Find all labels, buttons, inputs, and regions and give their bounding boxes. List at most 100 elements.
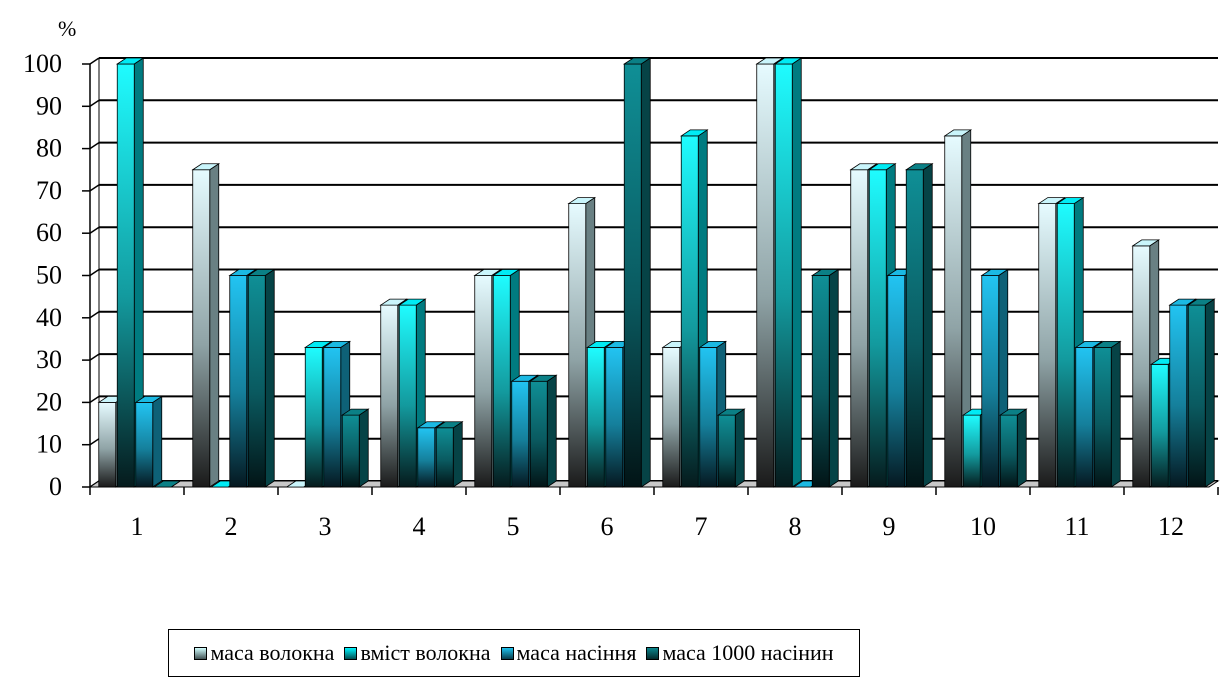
- y-tick-label: 60: [36, 218, 62, 247]
- bar-front: [1056, 203, 1075, 488]
- bar-front: [341, 414, 360, 488]
- bar-side: [1204, 298, 1215, 488]
- bar-top: [416, 421, 446, 429]
- legend-item: маса волокна: [194, 640, 334, 666]
- legend-swatch: [194, 646, 208, 660]
- x-tick-label: 6: [601, 512, 614, 541]
- bar: [191, 163, 221, 488]
- bar-top: [1186, 298, 1216, 306]
- bar-top: [998, 408, 1028, 416]
- bar-top: [1055, 197, 1085, 204]
- legend-item: маса 1000 насінин: [646, 640, 834, 666]
- grid-depth-line: [89, 99, 100, 107]
- x-tick-label: 3: [319, 512, 332, 541]
- grid-depth-line: [89, 184, 100, 192]
- bar-top: [491, 269, 521, 276]
- bar-front: [699, 347, 718, 488]
- legend-label: маса 1000 насінин: [662, 640, 834, 665]
- bar-top: [510, 374, 540, 382]
- legend-item: маса насіння: [500, 640, 637, 666]
- x-tick-label: 2: [225, 512, 238, 541]
- x-tick-label: 11: [1064, 512, 1089, 541]
- bar-top: [980, 269, 1010, 276]
- legend-swatch: [500, 646, 514, 660]
- y-tick-label: 10: [36, 430, 62, 459]
- bar-top: [379, 298, 409, 306]
- bar-top: [1037, 197, 1067, 204]
- y-tick-label: 30: [36, 345, 62, 374]
- y-tick-label: 100: [23, 49, 62, 78]
- y-tick-label: 40: [36, 303, 62, 332]
- bar-front: [1075, 347, 1094, 488]
- bar: [622, 57, 652, 488]
- bar-front: [605, 347, 624, 488]
- y-tick-label: 50: [36, 261, 62, 290]
- grid-depth-line: [89, 226, 100, 234]
- grid-depth-line: [89, 141, 100, 150]
- bar-side: [1110, 340, 1121, 488]
- legend-label: маса волокна: [210, 640, 335, 665]
- bar-front: [398, 304, 417, 488]
- bar-side: [828, 268, 839, 488]
- x-tick-label: 5: [507, 512, 520, 541]
- bar-top: [585, 341, 615, 348]
- bar-top: [115, 57, 145, 65]
- bar-front: [304, 347, 323, 488]
- bar-top: [810, 269, 840, 276]
- bar-top: [246, 269, 276, 276]
- bar-side: [546, 374, 557, 488]
- bar: [810, 268, 840, 488]
- bar-front: [756, 63, 775, 488]
- bar-front: [999, 414, 1018, 488]
- bar-front: [1150, 363, 1169, 488]
- bar-front: [811, 275, 830, 488]
- bar-side: [452, 421, 463, 488]
- bar-front: [116, 63, 135, 488]
- bar-top: [716, 408, 746, 416]
- bar: [340, 408, 370, 488]
- bar: [567, 196, 597, 488]
- bar-front: [492, 275, 511, 488]
- bar-front: [905, 169, 924, 488]
- bar-top: [1168, 298, 1198, 306]
- bar-top: [434, 421, 464, 429]
- x-tick-label: 9: [883, 512, 896, 541]
- grid-depth-line: [89, 57, 100, 65]
- x-tick-label: 12: [1158, 512, 1184, 541]
- bar-front: [568, 203, 587, 488]
- bar: [904, 163, 934, 488]
- bar-top: [679, 129, 709, 137]
- legend-item: вміст волокна: [344, 640, 491, 666]
- bar-front: [417, 427, 436, 488]
- bar-top: [473, 269, 503, 276]
- bar-side: [264, 268, 275, 488]
- bar-front: [944, 135, 963, 488]
- bar: [998, 408, 1028, 488]
- bar: [716, 408, 746, 488]
- grid-depth-line: [89, 353, 100, 361]
- bar-front: [1038, 203, 1057, 488]
- bar-side: [209, 163, 220, 488]
- legend-label: маса насіння: [516, 640, 637, 665]
- bar-front: [717, 414, 736, 488]
- bar-front: [229, 275, 248, 488]
- bar-side: [791, 57, 802, 488]
- y-unit-label: %: [58, 16, 76, 41]
- y-tick-label: 0: [49, 472, 62, 501]
- bar-top: [152, 480, 182, 488]
- bar-top: [340, 408, 370, 416]
- legend: маса волокна вміст волокна маса насіння мас…: [168, 629, 860, 677]
- bar: [528, 374, 558, 488]
- bar: [1186, 298, 1216, 488]
- bar-top: [849, 163, 879, 171]
- bar-front: [135, 401, 154, 488]
- x-tick-label: 8: [789, 512, 802, 541]
- bar-front: [662, 347, 681, 488]
- bar-side: [922, 163, 933, 488]
- bar-top: [773, 57, 803, 65]
- bar-front: [1132, 245, 1151, 488]
- x-tick-label: 7: [695, 512, 708, 541]
- bar-front: [435, 427, 454, 488]
